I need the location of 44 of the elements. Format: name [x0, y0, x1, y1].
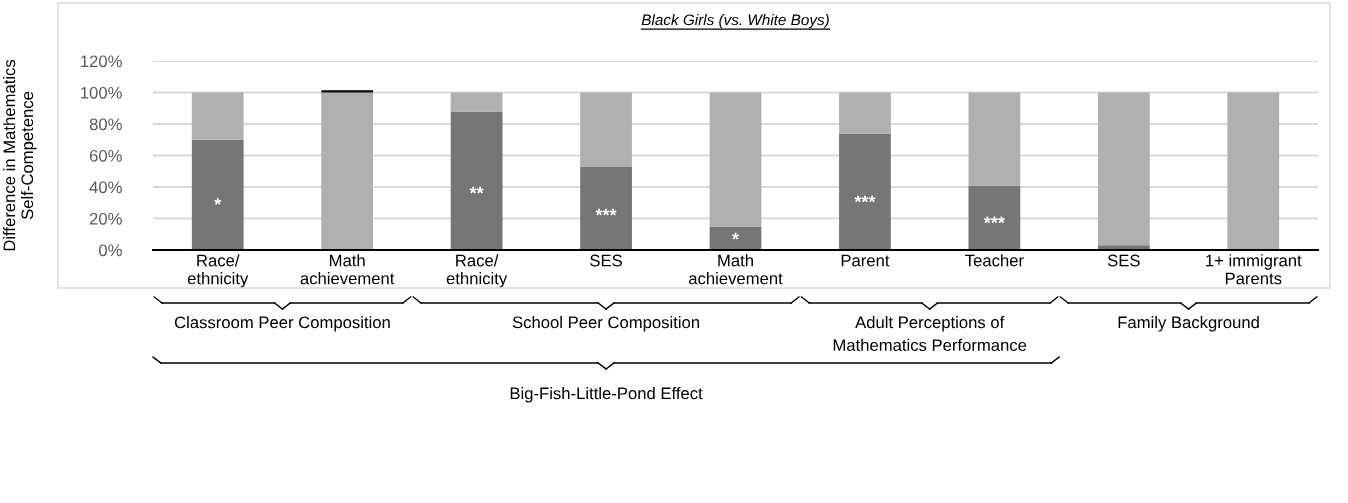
bar [191, 139, 244, 250]
x-tick-label: Race/ ethnicity [446, 254, 508, 288]
x-tick-label: 1+ immigrant Parents [1206, 254, 1302, 285]
y-tick-label: 120% [81, 55, 122, 68]
bar [968, 92, 1021, 186]
text: Family Background [1118, 316, 1259, 332]
bar [450, 111, 503, 250]
bar [1227, 92, 1280, 250]
bar [709, 92, 762, 227]
bar [709, 226, 762, 250]
x-tick-label: SES [1107, 254, 1140, 267]
bar [321, 92, 374, 250]
y-tick-label: 20% [89, 212, 122, 225]
x-tick-label: SES [590, 254, 622, 267]
y-axis-title: Difference in Mathematics Self-Competence [3, 59, 37, 251]
data-label: *** [983, 216, 1005, 224]
data-label: * [214, 198, 222, 205]
y-tick-label: 0% [99, 244, 122, 257]
bar [580, 166, 632, 250]
bar [1097, 92, 1150, 246]
text: Adult Perceptions of Mathematics Performance [833, 316, 1027, 352]
x-tick-label: Race/ ethnicity [187, 254, 249, 288]
x-tick-label: Math achievement [688, 254, 783, 285]
y-tick-label: 100% [81, 86, 122, 99]
data-label: ** [469, 186, 484, 194]
text: School Peer Composition [512, 316, 700, 332]
x-tick-label: Parent [841, 254, 890, 267]
chart-title: Black Girls (vs. White Boys) [641, 14, 829, 29]
y-tick-label: 40% [89, 181, 122, 194]
x-tick-label: Teacher [965, 254, 1024, 267]
x-tick-label: Math achievement [300, 254, 395, 285]
bar [839, 92, 891, 134]
bar [580, 92, 632, 167]
bar [450, 92, 503, 112]
y-tick-label: 60% [89, 149, 122, 162]
data-label: *** [595, 208, 617, 216]
bar [191, 92, 244, 140]
text: Classroom Peer Composition [174, 316, 390, 332]
data-label: *** [854, 195, 876, 203]
text: Big-Fish-Little-Pond Effect [510, 387, 703, 403]
bar [839, 133, 891, 250]
y-tick-label: 80% [89, 118, 122, 131]
bar [968, 185, 1021, 250]
data-label: * [732, 232, 739, 240]
